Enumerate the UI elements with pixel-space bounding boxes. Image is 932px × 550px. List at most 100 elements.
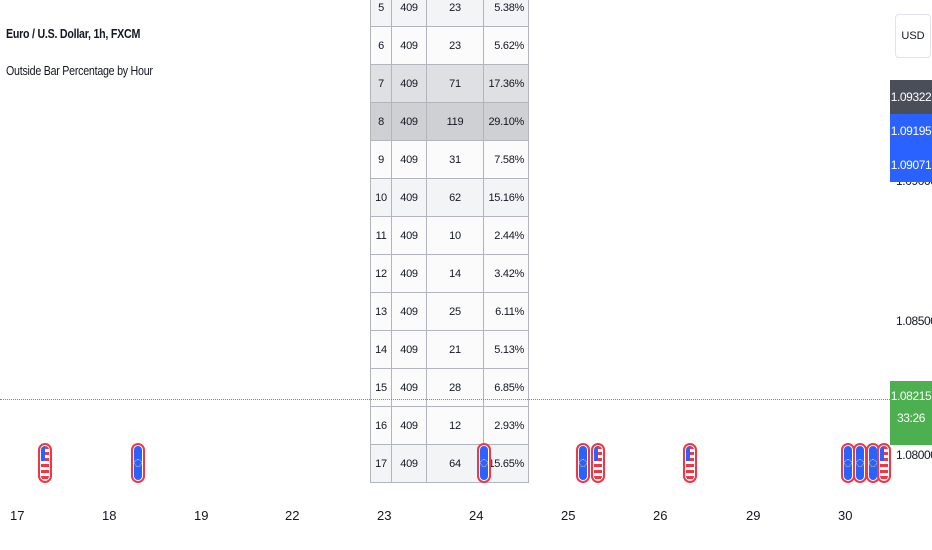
bar-countdown: 33:26 [896,411,926,425]
total-cell: 409 [391,330,427,369]
eu-event-icon[interactable] [131,443,145,483]
us-event-icon[interactable] [38,443,52,483]
time-label: 29 [746,508,761,523]
count-cell: 62 [426,178,484,217]
percent-cell: 3.42% [483,254,529,293]
table-row: 8 409 119 29.10% [370,102,529,141]
eu-flag-icon [579,446,587,480]
us-flag-icon [594,446,602,480]
time-label: 23 [377,508,392,523]
outside-bar-table: 5 409 23 5.38% 6 409 23 5.62% 7 409 71 17.36% 8 40… [370,0,529,483]
time-label: 25 [561,508,576,523]
table-row: 7 409 71 17.36% [370,64,529,103]
time-label: 30 [838,508,853,523]
time-label: 18 [102,508,117,523]
total-cell: 409 [391,216,427,255]
time-label: 19 [194,508,209,523]
time-label: 22 [285,508,300,523]
table-row: 15 409 28 6.85% [370,368,529,407]
total-cell: 409 [391,406,427,445]
last-price-value: 1.08215 [890,389,932,403]
eu-event-icon[interactable] [477,443,491,483]
time-label: 17 [10,508,25,523]
percent-cell: 5.62% [483,26,529,65]
hour-cell: 8 [370,102,392,141]
eu-flag-icon [844,446,852,480]
chart-title[interactable]: Euro / U.S. Dollar, 1h, FXCM [6,26,141,41]
table-row: 11 409 10 2.44% [370,216,529,255]
count-cell: 14 [426,254,484,293]
percent-cell: 17.36% [483,64,529,103]
hour-cell: 5 [370,0,392,27]
count-cell: 12 [426,406,484,445]
hour-cell: 10 [370,178,392,217]
eu-event-icon[interactable] [576,443,590,483]
total-cell: 409 [391,140,427,179]
hour-cell: 16 [370,406,392,445]
eu-flag-icon [480,446,488,480]
hour-cell: 14 [370,330,392,369]
table-clip [368,490,526,498]
last-price-tag: 1.08215 33:26 [890,381,932,445]
eu-event-icon[interactable] [853,443,867,483]
hour-cell: 15 [370,368,392,407]
eu-flag-icon [856,446,864,480]
count-cell: 119 [426,102,484,141]
total-cell: 409 [391,368,427,407]
percent-cell: 6.85% [483,368,529,407]
table-row: 12 409 14 3.42% [370,254,529,293]
table-row: 6 409 23 5.62% [370,26,529,65]
time-label: 24 [469,508,484,523]
hour-cell: 7 [370,64,392,103]
us-flag-icon [41,446,49,480]
percent-cell: 5.13% [483,330,529,369]
percent-cell: 29.10% [483,102,529,141]
count-cell: 28 [426,368,484,407]
total-cell: 409 [391,102,427,141]
total-cell: 409 [391,292,427,331]
percent-cell: 7.58% [483,140,529,179]
count-cell: 23 [426,0,484,27]
us-flag-icon [880,446,888,480]
indicator-price-top: 1.09195 [890,124,932,138]
percent-cell: 5.38% [483,0,529,27]
count-cell: 10 [426,216,484,255]
eu-flag-icon [134,446,142,480]
percent-cell: 2.44% [483,216,529,255]
count-cell: 71 [426,64,484,103]
us-event-icon[interactable] [683,443,697,483]
table-row: 16 409 12 2.93% [370,406,529,445]
hour-cell: 13 [370,292,392,331]
hour-cell: 9 [370,140,392,179]
table-row: 17 409 64 15.65% [370,444,529,483]
us-event-icon[interactable] [591,443,605,483]
count-cell: 31 [426,140,484,179]
table-row: 13 409 25 6.11% [370,292,529,331]
indicator-price-bottom: 1.09071 [890,158,932,172]
us-flag-icon [686,446,694,480]
table-row: 9 409 31 7.58% [370,140,529,179]
table-row: 5 409 23 5.38% [370,0,529,27]
price-level-label: 1.08500 [896,314,932,328]
hour-cell: 17 [370,444,392,483]
us-event-icon[interactable] [877,443,891,483]
indicator-price-tag: 1.09195 1.09071 [890,114,932,182]
total-cell: 409 [391,254,427,293]
total-cell: 409 [391,64,427,103]
high-price-tag: 1.09322 [890,80,932,114]
last-price-line [0,399,890,400]
total-cell: 409 [391,444,427,483]
hour-cell: 11 [370,216,392,255]
table-row: 14 409 21 5.13% [370,330,529,369]
time-label: 26 [653,508,668,523]
hour-cell: 12 [370,254,392,293]
eu-flag-icon [869,446,877,480]
total-cell: 409 [391,0,427,27]
table-row: 10 409 62 15.16% [370,178,529,217]
currency-button[interactable]: USD [895,14,931,58]
hour-cell: 6 [370,26,392,65]
count-cell: 21 [426,330,484,369]
indicator-title[interactable]: Outside Bar Percentage by Hour [6,63,153,78]
percent-cell: 15.16% [483,178,529,217]
total-cell: 409 [391,26,427,65]
